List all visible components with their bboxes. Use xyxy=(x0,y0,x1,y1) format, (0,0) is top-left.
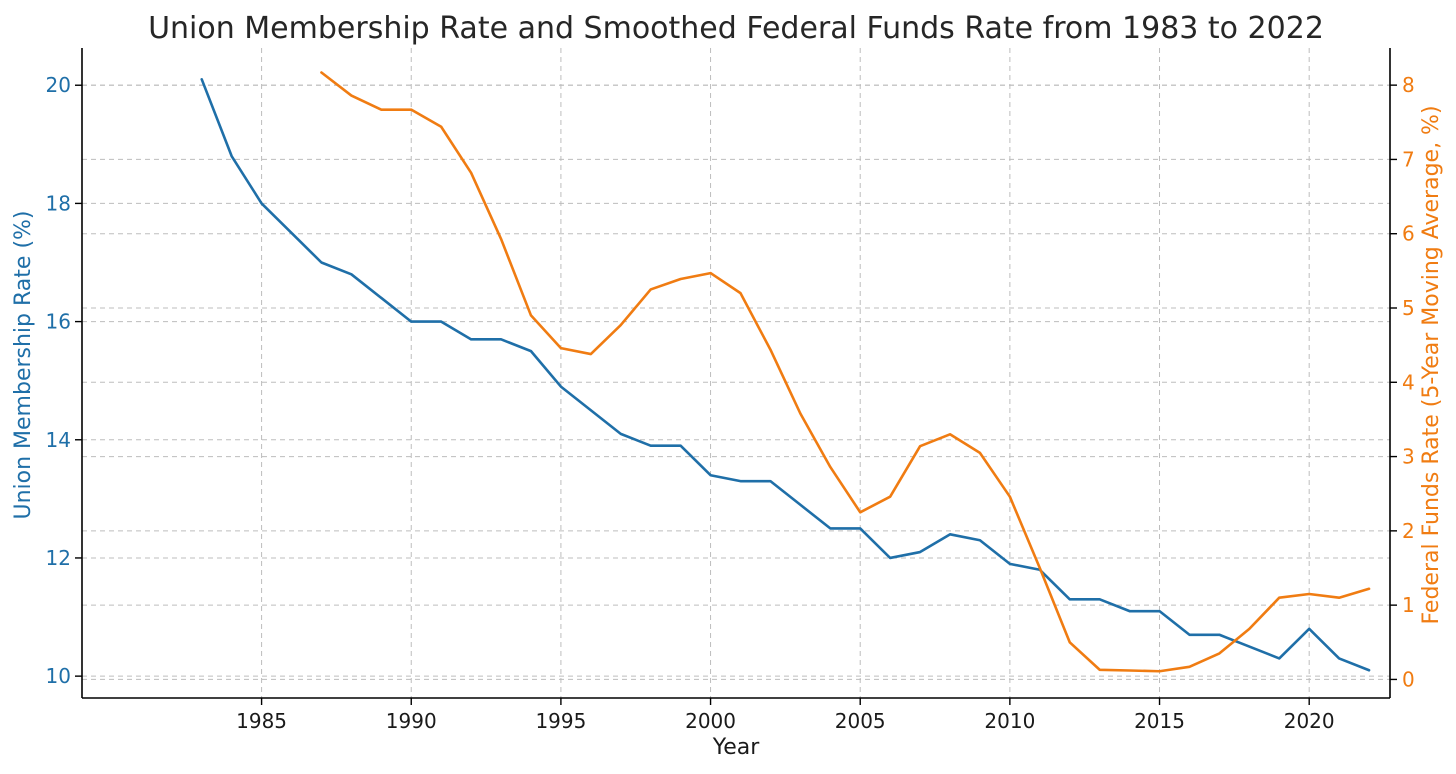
federal-funds-rate-line xyxy=(320,71,1371,673)
ticks: 1985 1990 1995 2000 2005 2010 2015 202010121416… xyxy=(46,73,1415,733)
x-tick-label: 2020 xyxy=(1284,709,1335,733)
right-y-tick-label: 7 xyxy=(1402,147,1415,171)
right-y-tick-label: 3 xyxy=(1402,445,1415,469)
x-tick-label: 2000 xyxy=(685,709,736,733)
right-y-tick-label: 1 xyxy=(1402,593,1415,617)
left-y-tick-label: 18 xyxy=(46,191,71,215)
chart-title: Union Membership Rate and Smoothed Feder… xyxy=(148,11,1324,46)
right-y-tick-label: 8 xyxy=(1402,73,1415,97)
right-y-tick-label: 2 xyxy=(1402,519,1415,543)
right-y-tick-label: 6 xyxy=(1402,222,1415,246)
axes xyxy=(81,48,1391,699)
left-y-tick-label: 12 xyxy=(46,546,71,570)
right-y-tick-label: 4 xyxy=(1402,370,1415,394)
x-tick-label: 2015 xyxy=(1134,709,1185,733)
left-y-tick-label: 14 xyxy=(46,428,71,452)
right-y-axis-label: Federal Funds Rate (5-Year Moving Averag… xyxy=(1419,105,1444,624)
x-tick-label: 2005 xyxy=(835,709,886,733)
union-membership-rate-line xyxy=(200,78,1371,672)
plot-area xyxy=(200,71,1371,673)
left-y-tick-label: 10 xyxy=(46,664,71,688)
x-tick-label: 1995 xyxy=(535,709,586,733)
x-tick-label: 1990 xyxy=(386,709,437,733)
right-y-tick-label: 5 xyxy=(1402,296,1415,320)
left-y-axis-label: Union Membership Rate (%) xyxy=(11,210,36,519)
x-axis-label: Year xyxy=(712,735,761,760)
x-tick-label: 1985 xyxy=(236,709,287,733)
grid xyxy=(82,48,1390,698)
x-tick-label: 2010 xyxy=(984,709,1035,733)
right-y-tick-label: 0 xyxy=(1402,667,1415,691)
left-y-tick-label: 16 xyxy=(46,310,71,334)
left-y-tick-label: 20 xyxy=(46,73,71,97)
